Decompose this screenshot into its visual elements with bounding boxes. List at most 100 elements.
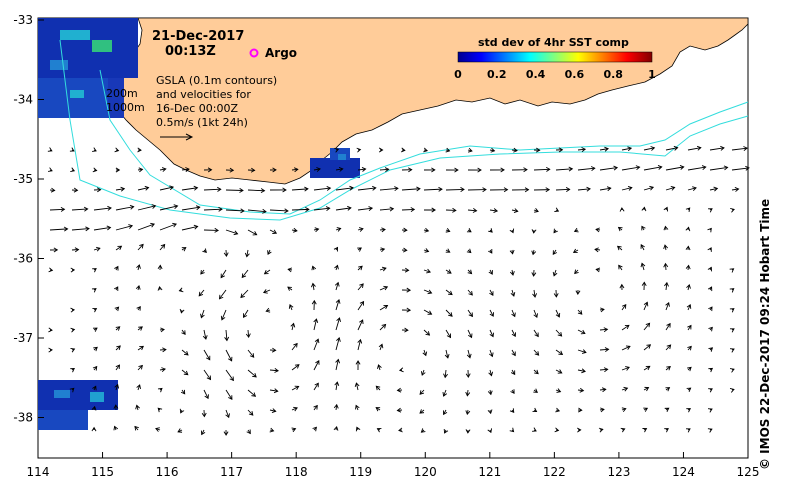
velocity-arrow-icon bbox=[137, 204, 157, 211]
velocity-arrow-icon bbox=[92, 268, 97, 273]
velocity-arrow-icon bbox=[687, 366, 692, 372]
velocity-arrow-icon bbox=[114, 265, 119, 271]
velocity-arrow-icon bbox=[442, 389, 448, 397]
sst-patch-coastal bbox=[310, 148, 360, 178]
velocity-arrow-icon bbox=[92, 147, 97, 152]
velocity-arrow-icon bbox=[621, 185, 633, 191]
colorbar-tick-label: 0.6 bbox=[565, 68, 585, 81]
velocity-arrow-icon bbox=[379, 304, 389, 311]
velocity-arrow-icon bbox=[467, 187, 487, 193]
velocity-arrow-icon bbox=[155, 427, 161, 432]
isobath-1000m bbox=[59, 39, 749, 221]
velocity-arrow-icon bbox=[511, 329, 516, 338]
velocity-arrow-icon bbox=[555, 187, 571, 192]
velocity-arrow-icon bbox=[225, 409, 230, 419]
velocity-arrow-icon bbox=[70, 327, 76, 333]
velocity-arrow-icon bbox=[333, 426, 339, 431]
argo-marker-icon bbox=[249, 48, 259, 58]
velocity-arrow-icon bbox=[115, 204, 135, 211]
colorbar-tick-label: 0.2 bbox=[487, 68, 507, 81]
velocity-arrow-icon bbox=[115, 364, 120, 371]
velocity-arrow-icon bbox=[465, 409, 471, 416]
velocity-arrow-icon bbox=[93, 205, 112, 211]
velocity-arrow-icon bbox=[376, 427, 382, 433]
colorbar-title: std dev of 4hr SST comp bbox=[478, 36, 629, 49]
velocity-arrow-icon bbox=[533, 369, 539, 375]
velocity-arrow-icon bbox=[532, 407, 538, 413]
velocity-arrow-icon bbox=[531, 269, 537, 277]
velocity-arrow-icon bbox=[92, 327, 98, 332]
velocity-arrow-icon bbox=[577, 368, 586, 374]
velocity-arrow-icon bbox=[445, 309, 453, 317]
velocity-arrow-icon bbox=[510, 389, 515, 394]
velocity-arrow-icon bbox=[533, 309, 538, 319]
velocity-arrow-icon bbox=[489, 289, 494, 296]
velocity-arrow-icon bbox=[48, 267, 54, 273]
velocity-arrow-icon bbox=[487, 389, 493, 396]
velocity-arrow-icon bbox=[178, 287, 184, 293]
velocity-arrow-icon bbox=[379, 227, 386, 233]
velocity-arrow-icon bbox=[488, 369, 494, 377]
y-tick-label: -35 bbox=[13, 172, 33, 186]
velocity-arrow-icon bbox=[731, 187, 740, 192]
velocity-arrow-icon bbox=[92, 365, 98, 371]
x-tick-label: 116 bbox=[156, 465, 179, 479]
velocity-arrow-icon bbox=[511, 187, 530, 193]
velocity-arrow-icon bbox=[334, 264, 339, 271]
velocity-arrow-icon bbox=[200, 429, 206, 436]
velocity-arrow-icon bbox=[685, 226, 691, 232]
velocity-arrow-icon bbox=[313, 186, 332, 191]
velocity-arrow-icon bbox=[335, 227, 342, 232]
velocity-arrow-icon bbox=[663, 244, 669, 251]
velocity-arrow-icon bbox=[312, 426, 317, 432]
velocity-arrow-icon bbox=[401, 247, 408, 253]
velocity-arrow-icon bbox=[489, 309, 494, 317]
scale-arrow-icon bbox=[160, 133, 194, 141]
velocity-arrow-icon bbox=[467, 289, 473, 296]
velocity-arrow-icon bbox=[223, 249, 229, 258]
velocity-arrow-icon bbox=[466, 349, 472, 359]
velocity-arrow-icon bbox=[379, 206, 395, 212]
velocity-arrow-icon bbox=[598, 427, 604, 433]
velocity-arrow-icon bbox=[262, 289, 271, 294]
velocity-arrow-icon bbox=[356, 147, 362, 153]
velocity-arrow-icon bbox=[621, 407, 627, 413]
velocity-arrow-icon bbox=[263, 269, 271, 275]
velocity-arrow-icon bbox=[113, 425, 119, 431]
velocity-arrow-icon bbox=[509, 249, 515, 255]
velocity-arrow-icon bbox=[617, 226, 623, 232]
velocity-arrow-icon bbox=[113, 404, 119, 411]
velocity-arrow-icon bbox=[555, 329, 563, 337]
velocity-arrow-icon bbox=[532, 289, 538, 298]
velocity-arrow-icon bbox=[357, 319, 364, 331]
velocity-arrow-icon bbox=[665, 322, 671, 331]
velocity-arrow-icon bbox=[92, 308, 98, 313]
velocity-arrow-icon bbox=[687, 186, 697, 192]
velocity-arrow-icon bbox=[489, 187, 509, 193]
gsla-line-1: GSLA (0.1m contours) bbox=[156, 74, 277, 87]
velocity-arrow-icon bbox=[686, 304, 692, 311]
velocity-arrow-icon bbox=[70, 307, 76, 313]
y-tick-label: -34 bbox=[13, 93, 33, 107]
velocity-arrow-icon bbox=[729, 268, 735, 273]
velocity-arrow-icon bbox=[401, 167, 413, 173]
velocity-arrow-icon bbox=[511, 349, 516, 357]
velocity-arrow-icon bbox=[92, 167, 98, 173]
velocity-arrow-icon bbox=[577, 166, 596, 171]
velocity-arrow-icon bbox=[443, 428, 449, 434]
velocity-arrow-icon bbox=[70, 368, 75, 373]
velocity-arrow-icon bbox=[708, 388, 713, 393]
velocity-arrow-icon bbox=[159, 367, 166, 373]
sst-patch-northwest bbox=[38, 18, 138, 118]
velocity-arrow-icon bbox=[157, 286, 163, 291]
velocity-arrow-icon bbox=[423, 289, 433, 295]
velocity-arrow-icon bbox=[379, 285, 389, 291]
velocity-arrow-icon bbox=[203, 349, 211, 361]
velocity-arrow-icon bbox=[224, 329, 230, 342]
velocity-arrow-icon bbox=[686, 387, 692, 392]
velocity-arrow-icon bbox=[467, 309, 473, 318]
velocity-arrow-icon bbox=[619, 207, 625, 212]
velocity-arrow-icon bbox=[291, 342, 298, 351]
credit-label: © IMOS 22-Dec-2017 09:24 Hobart Time bbox=[758, 198, 772, 470]
velocity-arrow-icon bbox=[489, 147, 496, 153]
